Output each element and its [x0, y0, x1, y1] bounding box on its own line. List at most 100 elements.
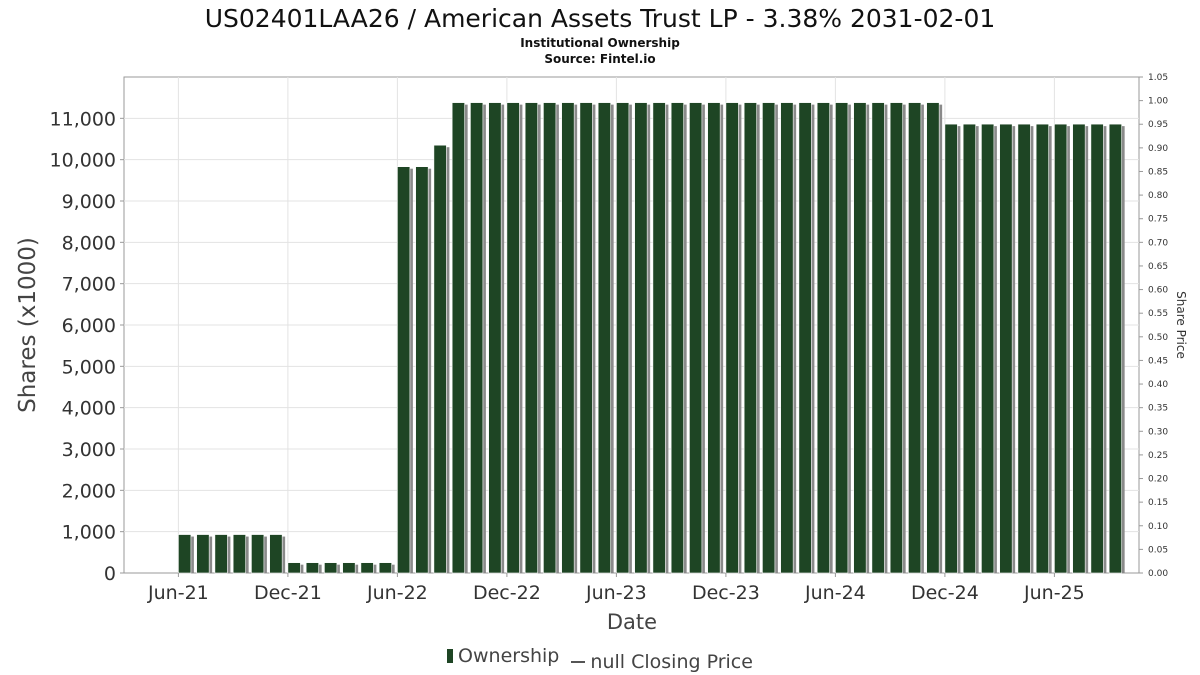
x-tick-label: Dec-21	[254, 582, 322, 604]
y-tick-label: 0	[104, 563, 116, 585]
ownership-bar	[506, 102, 520, 574]
ownership-bars	[178, 102, 1125, 574]
ownership-bar	[287, 562, 301, 574]
ownership-bar	[251, 534, 265, 574]
y2-tick-label: 0.25	[1148, 451, 1168, 461]
y-tick-label: 5,000	[62, 356, 116, 378]
ownership-bar	[981, 123, 995, 574]
chart-legend: Ownership null Closing Price	[0, 645, 1200, 673]
y2-tick-label: 0.85	[1148, 167, 1168, 177]
y2-tick-label: 0.75	[1148, 215, 1168, 225]
y-tick-label: 2,000	[62, 480, 116, 502]
secondary-y-axis-ticks: 0.00 0.05 0.10 0.15 0.20 0.25 0.30 0.35 0.40 0.45…	[1139, 73, 1168, 579]
ownership-bar	[835, 102, 849, 574]
ownership-bar	[1090, 123, 1104, 574]
ownership-bar	[579, 102, 593, 574]
legend-item-ownership: Ownership	[447, 645, 559, 667]
y-axis-label: Shares (x1000)	[15, 237, 41, 413]
y-tick-label: 11,000	[50, 108, 116, 130]
x-tick-label: Jun-21	[147, 582, 209, 604]
y2-tick-label: 0.05	[1148, 545, 1168, 555]
ownership-bar	[1017, 123, 1031, 574]
y-tick-label: 7,000	[62, 274, 116, 296]
ownership-bar	[670, 102, 684, 574]
ownership-bar	[360, 562, 374, 574]
y2-tick-label: 0.80	[1148, 191, 1168, 201]
ownership-bar	[1072, 123, 1086, 574]
ownership-bar	[543, 102, 557, 574]
x-tick-label: Dec-22	[473, 582, 541, 604]
ownership-bar	[853, 102, 867, 574]
ownership-bar	[743, 102, 757, 574]
y-axis-ticks: 0 1,000 2,000 3,000 4,000 5,000 6,000 7,000 8,00…	[50, 108, 124, 585]
y-tick-label: 9,000	[62, 191, 116, 213]
y-tick-label: 6,000	[62, 315, 116, 337]
ownership-bar	[798, 102, 812, 574]
ownership-bar	[889, 102, 903, 574]
y2-tick-label: 0.10	[1148, 522, 1168, 532]
ownership-bar	[944, 123, 958, 574]
x-tick-label: Jun-24	[804, 582, 866, 604]
y2-tick-label: 0.70	[1148, 238, 1168, 248]
ownership-bar	[1035, 123, 1049, 574]
y2-tick-label: 0.35	[1148, 404, 1168, 414]
y2-tick-label: 1.00	[1148, 97, 1168, 107]
ownership-bar	[707, 102, 721, 574]
ownership-bar	[433, 144, 447, 574]
legend-item-closing-price: null Closing Price	[565, 651, 753, 673]
x-tick-label: Dec-23	[692, 582, 760, 604]
y2-tick-label: 0.50	[1148, 333, 1168, 343]
secondary-y-axis-label: Share Price	[1174, 291, 1188, 359]
legend-label-closing-price: null Closing Price	[590, 651, 753, 673]
x-tick-label: Jun-22	[366, 582, 428, 604]
ownership-bar	[488, 102, 502, 574]
ownership-bar	[415, 166, 429, 574]
ownership-bar	[1108, 123, 1122, 574]
ownership-bar	[178, 534, 192, 574]
ownership-bar	[397, 166, 411, 574]
ownership-chart: US02401LAA26 / American Assets Trust LP …	[15, 4, 1188, 634]
y2-tick-label: 0.65	[1148, 262, 1168, 272]
legend-label-ownership: Ownership	[458, 645, 560, 667]
y-tick-label: 10,000	[50, 150, 116, 172]
y2-tick-label: 0.40	[1148, 380, 1168, 390]
y2-tick-label: 0.15	[1148, 498, 1168, 508]
ownership-bar	[305, 562, 319, 574]
x-axis-ticks: Jun-21 Dec-21 Jun-22 Dec-22 Jun-23 Dec-23 Jun-…	[147, 573, 1085, 604]
y2-tick-label: 0.00	[1148, 569, 1168, 579]
ownership-bar	[269, 534, 283, 574]
ownership-bar	[689, 102, 703, 574]
x-axis-label: Date	[607, 610, 657, 634]
ownership-swatch-icon	[447, 649, 454, 663]
x-tick-label: Jun-25	[1023, 582, 1085, 604]
x-tick-label: Jun-23	[585, 582, 647, 604]
x-tick-label: Dec-24	[911, 582, 979, 604]
ownership-bar	[926, 102, 940, 574]
ownership-bar	[451, 102, 465, 574]
ownership-bar	[342, 562, 356, 574]
ownership-bar	[597, 102, 611, 574]
y-tick-label: 3,000	[62, 439, 116, 461]
ownership-bar	[378, 562, 392, 574]
ownership-bar	[762, 102, 776, 574]
ownership-bar	[908, 102, 922, 574]
y2-tick-label: 0.45	[1148, 356, 1168, 366]
ownership-bar	[232, 534, 246, 574]
y-tick-label: 8,000	[62, 232, 116, 254]
closing-price-line-icon	[571, 661, 586, 663]
y2-tick-label: 0.95	[1148, 120, 1168, 130]
ownership-bar	[871, 102, 885, 574]
ownership-bar	[1054, 123, 1068, 574]
y2-tick-label: 1.05	[1148, 73, 1168, 83]
ownership-bar	[324, 562, 338, 574]
ownership-bar	[725, 102, 739, 574]
y2-tick-label: 0.90	[1148, 144, 1168, 154]
ownership-bar	[999, 123, 1013, 574]
y2-tick-label: 0.55	[1148, 309, 1168, 319]
ownership-bar	[816, 102, 830, 574]
ownership-bar	[780, 102, 794, 574]
y2-tick-label: 0.60	[1148, 286, 1168, 296]
y2-tick-label: 0.20	[1148, 475, 1168, 485]
y2-tick-label: 0.30	[1148, 427, 1168, 437]
ownership-bar	[616, 102, 630, 574]
